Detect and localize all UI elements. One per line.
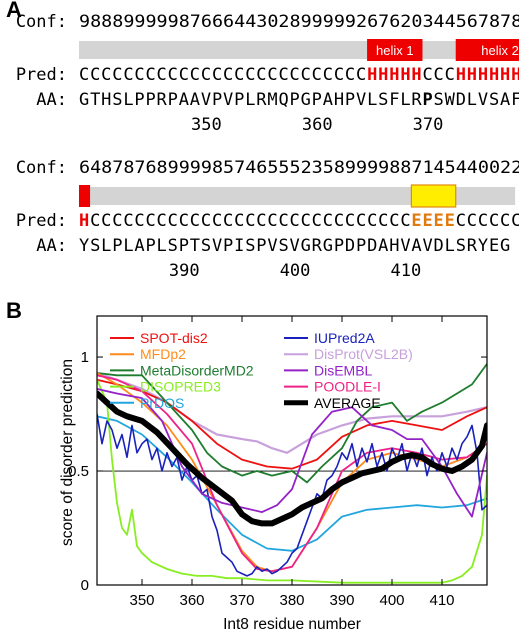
legend-label: IUPred2A <box>314 330 375 346</box>
residue-tick-label: 370 <box>413 115 444 135</box>
structure-box <box>455 39 519 61</box>
panel-a-letter: A <box>6 0 22 22</box>
series-line-iupred2a <box>97 413 487 577</box>
structure-bar <box>79 187 516 205</box>
amino-acid-string: GTHSLPPRPAAVPVPLRMQPGPAHPVLSFLRPSWDLVSAF <box>79 90 519 110</box>
residue-tick-label: 390 <box>169 261 200 281</box>
x-axis-label: Int8 residue number <box>223 616 361 633</box>
row-label: Conf: <box>16 12 67 32</box>
y-tick-label: 0.5 <box>68 463 89 480</box>
legend-label: DISOPRED3 <box>140 379 221 395</box>
residue-tick-label: 410 <box>391 261 422 281</box>
row-label: AA: <box>36 236 67 256</box>
x-tick-label: 350 <box>129 592 154 609</box>
residue-tick-label: 360 <box>302 115 333 135</box>
x-tick-label: 380 <box>279 592 304 609</box>
row-label: Conf: <box>16 158 67 178</box>
series-line-spot-dis2 <box>97 378 487 470</box>
x-tick-label: 390 <box>329 592 354 609</box>
row-label: AA: <box>36 90 67 110</box>
prediction-string: CCCCCCCCCCCCCCCCCCCCCCCCCCHHHHHCCCHHHHHH… <box>79 65 519 85</box>
disorder-prediction-chart: 350 360 370 380 390 400 410 0 0.5 1 Int8 residue n… <box>59 315 488 633</box>
residue-tick-label: 400 <box>280 261 311 281</box>
legend-label: AVERAGE <box>314 395 381 411</box>
row-label: Pred: <box>16 65 67 85</box>
series-line-metadisordermd2 <box>97 363 487 484</box>
legend-label: MetaDisorderMD2 <box>140 362 254 378</box>
legend-label: MFDp2 <box>140 346 186 362</box>
secondary-structure-panel: Conf: Pred: AA: 988899999876664430289999926… <box>16 12 519 281</box>
panel-b-letter: B <box>6 298 22 323</box>
series-line-disopred3 <box>97 378 487 584</box>
structure-box <box>367 39 423 61</box>
y-tick-label: 0 <box>81 577 89 594</box>
series-line-average <box>97 390 487 527</box>
helix-label: helix 2 <box>481 43 519 58</box>
residue-tick-label: 350 <box>191 115 222 135</box>
legend-label: SPOT-dis2 <box>140 330 208 346</box>
structure-box <box>79 185 91 207</box>
x-tick-label: 410 <box>429 592 454 609</box>
helix-label: helix 1 <box>376 43 414 58</box>
x-tick-label: 400 <box>379 592 404 609</box>
legend-label: DisProt(VSL2B) <box>314 346 413 362</box>
legend-label: PrDOS <box>140 395 184 411</box>
series-line-prdos <box>97 415 487 552</box>
x-tick-label: 360 <box>179 592 204 609</box>
confidence-string: 6487876899998574655523589999887145440022… <box>79 158 519 178</box>
legend-label: POODLE-I <box>314 379 381 395</box>
y-tick-label: 1 <box>81 349 89 366</box>
row-label: Pred: <box>16 211 67 231</box>
x-tick-label: 370 <box>229 592 254 609</box>
amino-acid-string: YSLPLAPLSPTSVPISPVSVGRGPDPDAHVAVDLSRYEG <box>79 236 510 256</box>
prediction-string: HCCCCCCCCCCCCCCCCCCCCCCCCCCCCCEEEECCCCCC <box>79 211 519 231</box>
structure-box <box>410 184 457 208</box>
legend-label: DisEMBL <box>314 362 373 378</box>
structure-bar <box>79 41 519 59</box>
confidence-string: 9888999998766644302899999267620344567878… <box>79 12 519 32</box>
series-line-disembl <box>97 388 487 518</box>
y-axis-label: score of disorder prediction <box>59 359 76 546</box>
